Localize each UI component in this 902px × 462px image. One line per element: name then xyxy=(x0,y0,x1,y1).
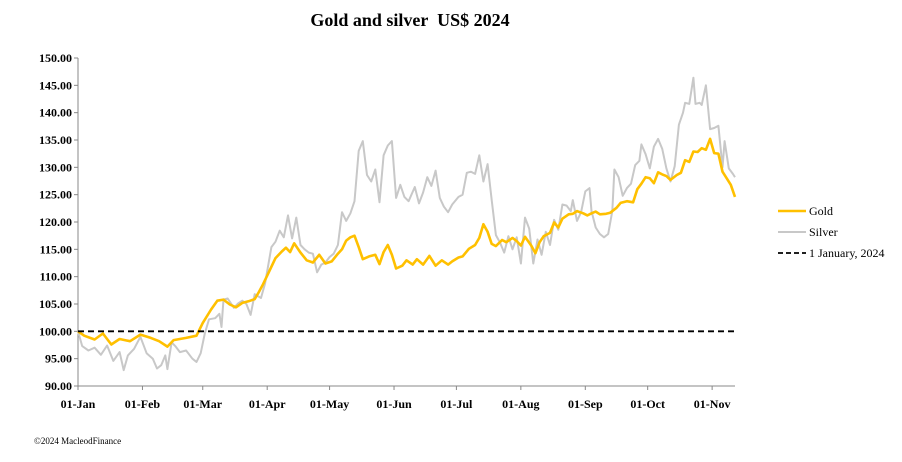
chart-title: Gold and silver US$ 2024 xyxy=(310,10,510,30)
x-tick-label: 01-Jun xyxy=(376,397,412,411)
y-tick-label: 135.00 xyxy=(39,133,72,147)
x-tick-label: 01-Mar xyxy=(183,397,222,411)
y-tick-label: 130.00 xyxy=(39,160,72,174)
axes: 90.00 95.00 100.00 105.00 110.00 115.00 120.00… xyxy=(39,51,735,411)
series-line-gold xyxy=(77,137,737,348)
y-tick-label: 125.00 xyxy=(39,188,72,202)
y-tick-label: 90.00 xyxy=(45,379,72,393)
y-tick-label: 145.00 xyxy=(39,78,72,92)
x-tick-label: 01-Jul xyxy=(440,397,473,411)
legend: Gold Silver 1 January, 2024 xyxy=(778,204,885,260)
x-tick-label: 01-May xyxy=(310,397,349,411)
y-tick-label: 150.00 xyxy=(39,51,72,65)
y-tick-label: 120.00 xyxy=(39,215,72,229)
x-tick-label: 01-Feb xyxy=(125,397,161,411)
x-tick-label: 01-Oct xyxy=(630,397,665,411)
y-tick-label: 110.00 xyxy=(40,270,72,284)
x-tick-label: 01-Jan xyxy=(61,397,96,411)
y-tick-label: 105.00 xyxy=(39,297,72,311)
x-tick-label: 01-Nov xyxy=(694,397,731,411)
y-tick-label: 115.00 xyxy=(40,242,72,256)
series-layer xyxy=(77,76,737,372)
x-tick-label: 01-Apr xyxy=(249,397,286,411)
y-tick-label: 100.00 xyxy=(39,324,72,338)
legend-label: Gold xyxy=(809,204,833,218)
series-line-silver xyxy=(77,76,736,372)
y-tick-label: 95.00 xyxy=(45,352,72,366)
x-tick-label: 01-Sep xyxy=(568,397,603,411)
legend-label: Silver xyxy=(809,225,838,239)
legend-label: 1 January, 2024 xyxy=(809,246,885,260)
x-tick-label: 01-Aug xyxy=(502,397,539,411)
y-tick-label: 140.00 xyxy=(39,106,72,120)
copyright-footer: ©2024 MacleodFinance xyxy=(34,436,122,446)
